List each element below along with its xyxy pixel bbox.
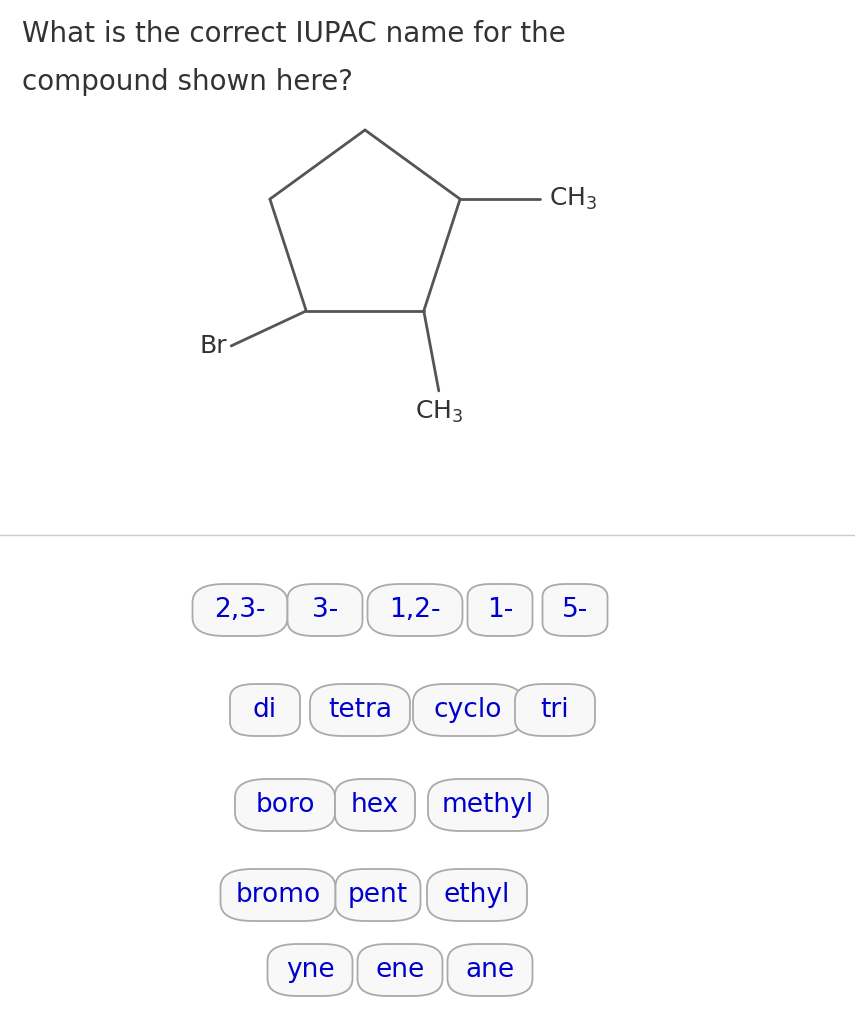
FancyBboxPatch shape xyxy=(447,944,533,996)
FancyBboxPatch shape xyxy=(515,684,595,736)
Text: methyl: methyl xyxy=(442,792,534,818)
FancyBboxPatch shape xyxy=(413,684,523,736)
FancyBboxPatch shape xyxy=(310,684,410,736)
FancyBboxPatch shape xyxy=(468,584,533,636)
Text: cyclo: cyclo xyxy=(433,697,502,723)
FancyBboxPatch shape xyxy=(230,684,300,736)
FancyBboxPatch shape xyxy=(235,779,335,831)
Text: boro: boro xyxy=(256,792,315,818)
FancyBboxPatch shape xyxy=(357,944,443,996)
Text: ane: ane xyxy=(465,957,515,983)
Text: compound shown here?: compound shown here? xyxy=(22,68,353,96)
FancyBboxPatch shape xyxy=(335,779,415,831)
Text: 1-: 1- xyxy=(486,597,513,623)
Text: 1,2-: 1,2- xyxy=(389,597,440,623)
Text: 2,3-: 2,3- xyxy=(215,597,266,623)
Text: 3-: 3- xyxy=(312,597,338,623)
Text: hex: hex xyxy=(351,792,399,818)
FancyBboxPatch shape xyxy=(268,944,352,996)
FancyBboxPatch shape xyxy=(335,869,421,921)
Text: yne: yne xyxy=(286,957,334,983)
Text: $\mathregular{CH_3}$: $\mathregular{CH_3}$ xyxy=(549,186,597,212)
Text: What is the correct IUPAC name for the: What is the correct IUPAC name for the xyxy=(22,20,566,48)
Text: bromo: bromo xyxy=(235,882,321,908)
Text: ethyl: ethyl xyxy=(444,882,510,908)
Text: di: di xyxy=(253,697,277,723)
Text: 5-: 5- xyxy=(562,597,588,623)
Text: tetra: tetra xyxy=(328,697,392,723)
FancyBboxPatch shape xyxy=(287,584,363,636)
Text: ene: ene xyxy=(375,957,425,983)
FancyBboxPatch shape xyxy=(428,779,548,831)
FancyBboxPatch shape xyxy=(221,869,335,921)
FancyBboxPatch shape xyxy=(192,584,287,636)
Text: pent: pent xyxy=(348,882,408,908)
FancyBboxPatch shape xyxy=(368,584,463,636)
Text: $\mathregular{CH_3}$: $\mathregular{CH_3}$ xyxy=(415,399,463,425)
FancyBboxPatch shape xyxy=(543,584,608,636)
FancyBboxPatch shape xyxy=(427,869,527,921)
Text: tri: tri xyxy=(540,697,569,723)
Text: Br: Br xyxy=(199,334,227,358)
